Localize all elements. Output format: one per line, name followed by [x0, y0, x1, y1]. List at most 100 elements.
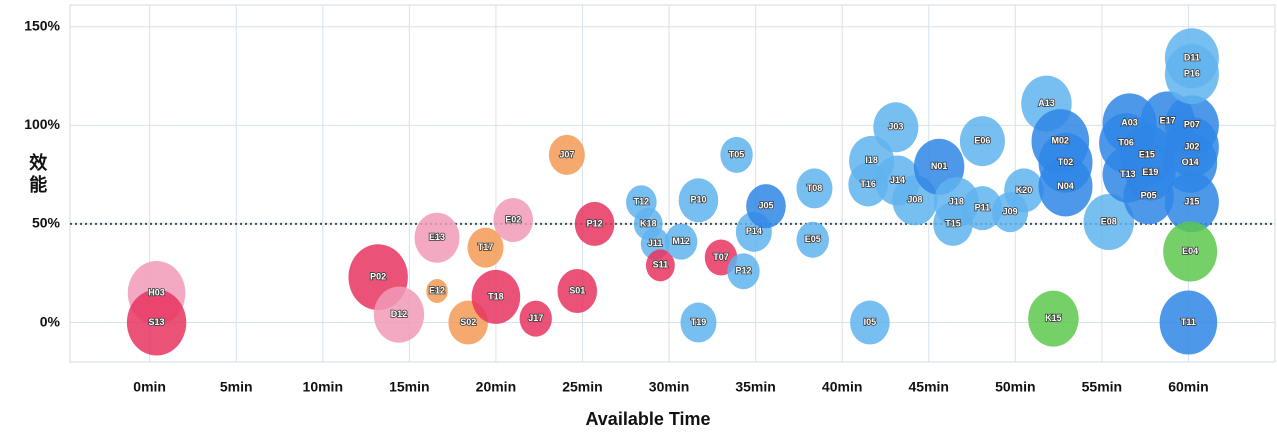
bubble-label: K18 [640, 218, 657, 228]
y-tick-label: 100% [24, 116, 60, 132]
bubble [519, 300, 552, 337]
x-tick-label: 30min [649, 379, 689, 395]
y-tick-label: 150% [24, 17, 60, 33]
bubble-label: D11 [1184, 53, 1200, 63]
bubble [727, 253, 760, 290]
bubble-label: S13 [149, 317, 165, 327]
bubble-label: J05 [758, 201, 773, 211]
bubble-label: T08 [807, 183, 823, 193]
bubble [850, 300, 890, 345]
bubble-label: J08 [907, 195, 922, 205]
bubble [873, 102, 919, 153]
bubble [796, 168, 833, 209]
bubble [557, 268, 598, 313]
bubble-label: T16 [860, 179, 876, 189]
bubble-label: E04 [1182, 246, 1198, 256]
bubble-label: O14 [1182, 157, 1199, 167]
x-tick-label: 5min [220, 379, 253, 395]
bubble-label: T11 [1181, 317, 1196, 327]
bubble [720, 136, 753, 173]
x-tick-label: 0min [133, 379, 166, 395]
bubble-label: P14 [746, 226, 762, 236]
bubble [1164, 172, 1219, 233]
bubble-label: T15 [945, 218, 961, 228]
bubble-label: P02 [370, 272, 386, 282]
bubble-label: E15 [1139, 149, 1155, 159]
x-tick-label: 10min [303, 379, 343, 395]
bubble-label: S02 [460, 317, 476, 327]
bubble-label: J17 [528, 313, 543, 323]
x-tick-label: 60min [1168, 379, 1208, 395]
y-axis-label: 效能 [27, 152, 47, 197]
x-tick-label: 55min [1082, 379, 1122, 395]
bubble-label: T13 [1120, 169, 1136, 179]
x-tick-label: 20min [476, 379, 516, 395]
bubble-label: M02 [1052, 135, 1070, 145]
bubble-label: S01 [569, 285, 585, 295]
bubble-label: J02 [1184, 141, 1199, 151]
plot-area [69, 4, 1276, 363]
bubble-label: I18 [865, 155, 878, 165]
bubble [1159, 290, 1218, 355]
x-tick-label: 35min [735, 379, 775, 395]
bubble [426, 278, 448, 303]
bubble-label: E05 [805, 234, 821, 244]
bubble [493, 197, 534, 242]
bubble-label: E02 [505, 214, 521, 224]
bubble-label: T07 [713, 252, 729, 262]
bubble-label: J09 [1003, 206, 1018, 216]
bubble [1083, 193, 1134, 250]
bubble-label: J03 [888, 122, 903, 132]
bubble-label: S11 [653, 260, 669, 270]
bubble [1123, 168, 1174, 225]
bubble-label: J18 [949, 197, 964, 207]
bubble-label: K15 [1045, 313, 1062, 323]
bubble-label: A03 [1121, 118, 1138, 128]
bubble-label: P11 [975, 203, 991, 213]
bubble [1038, 156, 1093, 217]
bubble-label: N01 [931, 161, 948, 171]
bubble-label: P07 [1184, 120, 1200, 130]
bubble-label: J14 [890, 175, 905, 185]
bubble-label: P12 [587, 218, 603, 228]
bubble-label: E17 [1160, 116, 1176, 126]
bubble [933, 201, 973, 246]
bubble-label: T02 [1058, 157, 1074, 167]
bubble-label: K20 [1016, 185, 1033, 195]
x-tick-label: 15min [389, 379, 429, 395]
bubble [1028, 290, 1079, 347]
x-tick-label: 45min [909, 379, 949, 395]
bubble [467, 227, 504, 268]
bubble-label: P16 [1184, 68, 1200, 78]
bubble [1004, 168, 1044, 213]
bubble-label: T06 [1118, 137, 1134, 147]
bubble [678, 178, 719, 223]
bubble-label: M12 [672, 236, 690, 246]
bubble [373, 286, 425, 343]
bubble-label: T19 [691, 317, 707, 327]
bubble-label: T12 [634, 197, 650, 207]
bubble [471, 269, 521, 324]
bubble-label: T05 [729, 149, 745, 159]
x-tick-label: 40min [822, 379, 862, 395]
bubble-label: A13 [1038, 98, 1055, 108]
bubble [1164, 44, 1219, 105]
bubble-label: J15 [1184, 197, 1199, 207]
bubble [1163, 221, 1218, 282]
bubble-label: P10 [690, 195, 706, 205]
bubble [574, 201, 615, 246]
x-tick-label: 25min [562, 379, 602, 395]
x-tick-label: 50min [995, 379, 1035, 395]
bubble-label: D12 [391, 309, 408, 319]
bubble-label: H03 [148, 287, 165, 297]
bubble [645, 249, 675, 282]
bubble-label: E13 [429, 232, 445, 242]
bubble [680, 302, 717, 343]
bubble [126, 289, 187, 356]
bubble-label: E06 [974, 135, 990, 145]
bubble-label: P12 [735, 266, 751, 276]
y-tick-label: 50% [32, 215, 61, 231]
bubble-label: E12 [429, 285, 445, 295]
bubble-label: P05 [1141, 191, 1157, 201]
